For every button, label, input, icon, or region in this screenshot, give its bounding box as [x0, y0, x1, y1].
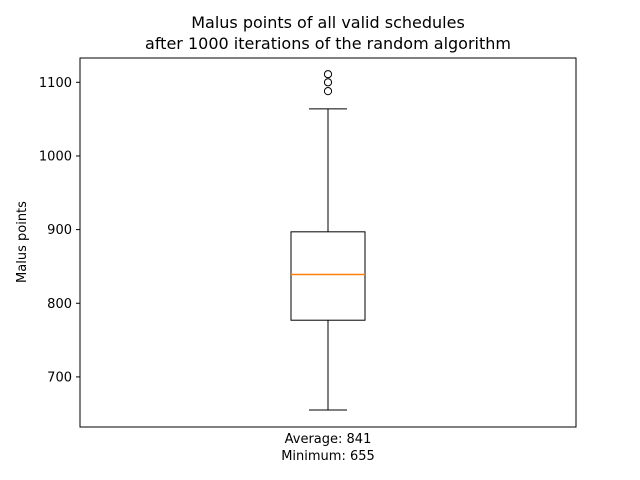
outlier-point	[323, 78, 333, 87]
plot-area-frame	[79, 57, 577, 428]
y-axis: 700 800 900 1000 1100	[39, 76, 80, 385]
outlier-point	[323, 87, 333, 96]
y-axis-label: Malus points	[15, 201, 30, 283]
y-tick-label: 700	[47, 370, 72, 385]
chart-subtitle: after 1000 iterations of the random algo…	[145, 34, 511, 53]
chart-title: Malus points of all valid schedules	[191, 13, 465, 32]
x-label-average: Average: 841	[285, 432, 372, 447]
box-plot	[290, 70, 366, 411]
interquartile-box	[290, 231, 366, 321]
x-label-minimum: Minimum: 655	[281, 449, 375, 464]
y-tick-label: 1100	[39, 76, 72, 91]
y-tick-label: 900	[47, 223, 72, 238]
y-tick-label: 800	[47, 297, 72, 312]
outlier-point	[323, 70, 333, 79]
y-tick-label: 1000	[39, 149, 72, 164]
